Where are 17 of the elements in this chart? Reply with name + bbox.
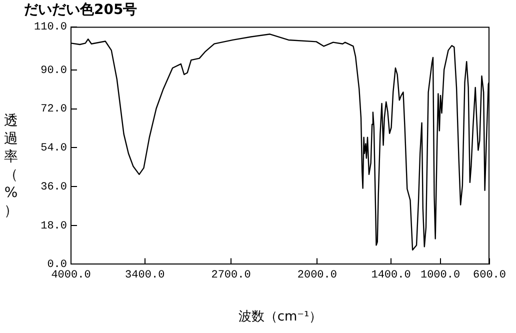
x-tick-label: 3400.0 bbox=[125, 270, 165, 282]
y-tick-label: 54.0 bbox=[40, 142, 68, 155]
x-tick-label: 600.0 bbox=[472, 270, 506, 282]
x-tick-label: 1400.0 bbox=[371, 270, 411, 282]
y-axis-title: 透過率（%） bbox=[3, 112, 19, 220]
y-tick-label: 90.0 bbox=[40, 64, 68, 77]
y-tick-label: 72.0 bbox=[40, 104, 68, 116]
x-tick-label: 2700.0 bbox=[211, 270, 251, 282]
chart-title: だいだい色205号 bbox=[24, 2, 138, 18]
y-tick-label: 18.0 bbox=[40, 220, 68, 232]
x-tick-label: 4000.0 bbox=[51, 270, 91, 282]
x-axis-title: 波数（cm⁻¹） bbox=[238, 310, 322, 325]
x-tick-label: 1000.0 bbox=[420, 270, 460, 282]
x-tick-label: 2000.0 bbox=[297, 270, 337, 282]
y-tick-label: 110.0 bbox=[34, 22, 68, 34]
y-tick-label: 36.0 bbox=[40, 181, 68, 194]
y-tick-label: 0.0 bbox=[47, 259, 68, 272]
